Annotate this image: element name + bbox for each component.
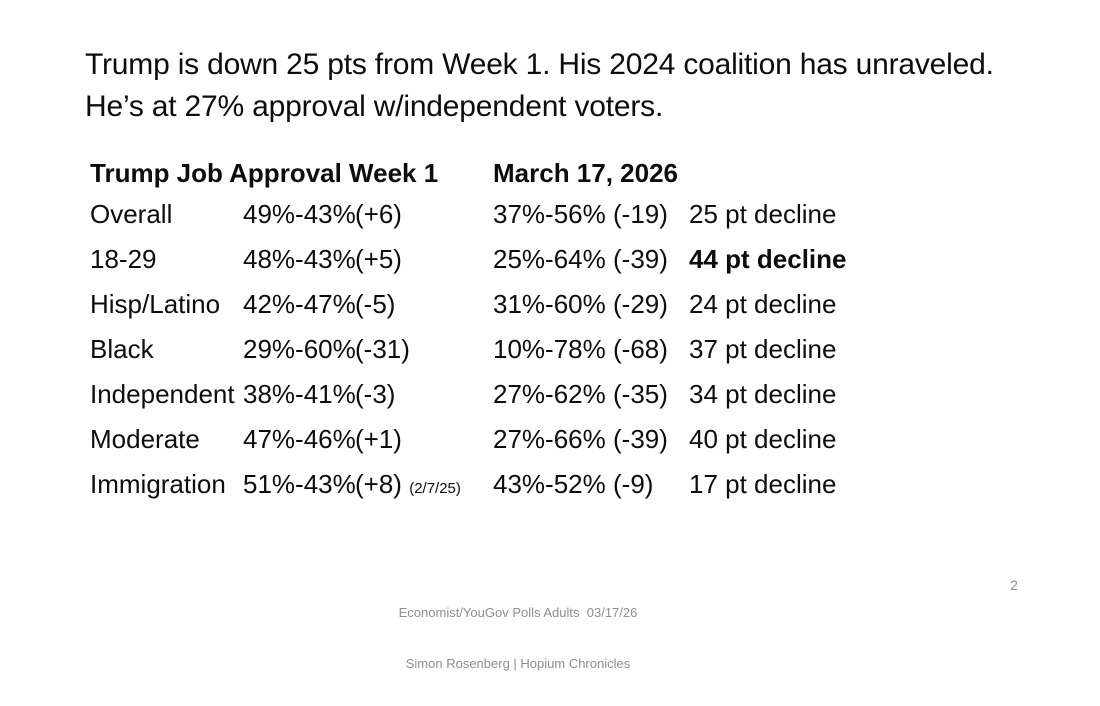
table-body: Overall 49%-43% (+6) 37%-56% (-19) 25 pt… (90, 194, 847, 509)
column-header-week1: Trump Job Approval Week 1 (90, 158, 439, 188)
week1-margin-cell: (+1) (355, 419, 493, 464)
page-number: 2 (1010, 577, 1018, 593)
week1-margin: (-31) (355, 334, 410, 364)
march-value: 37%-56% (493, 199, 606, 229)
march-margin: (-39) (613, 244, 668, 274)
week1-margin: (+6) (355, 199, 402, 229)
row-label: Hisp/Latino (90, 289, 221, 319)
week1-value: 47%-46% (243, 424, 356, 454)
table-row: Moderate 47%-46% (+1) 27%-66% (-39) 40 p… (90, 419, 847, 464)
march-margin: (-29) (613, 289, 668, 319)
week1-margin: (-5) (355, 289, 396, 319)
footer-credit: Economist/YouGov Polls Adults 03/17/26 S… (358, 570, 678, 706)
week1-margin: (+8) (355, 469, 402, 499)
decline-value: 40 pt decline (689, 424, 837, 454)
decline-value: 25 pt decline (689, 199, 837, 229)
table-row: Black 29%-60% (-31) 10%-78% (-68) 37 pt … (90, 329, 847, 374)
march-margin: (-19) (613, 199, 668, 229)
footer-author-line: Simon Rosenberg | Hopium Chronicles (405, 656, 631, 671)
approval-table: Trump Job Approval Week 1 March 17, 2026… (90, 153, 847, 509)
march-margin: (-39) (613, 424, 668, 454)
decline-value: 44 pt decline (689, 244, 847, 274)
row-label: Overall (90, 199, 173, 229)
table-row: Independent 38%-41% (-3) 27%-62% (-35) 3… (90, 374, 847, 419)
march-value: 27%-66% (493, 424, 606, 454)
column-header-march: March 17, 2026 (493, 158, 679, 188)
table-row: Overall 49%-43% (+6) 37%-56% (-19) 25 pt… (90, 194, 847, 239)
week1-margin-cell: (+6) (355, 194, 493, 239)
row-label: Immigration (90, 469, 226, 499)
week1-value: 48%-43% (243, 244, 356, 274)
week1-value: 51%-43% (243, 469, 356, 499)
week1-margin: (+5) (355, 244, 402, 274)
week1-margin-cell: (-5) (355, 284, 493, 329)
week1-date-note: (2/7/25) (409, 480, 461, 497)
march-value: 25%-64% (493, 244, 606, 274)
week1-value: 49%-43% (243, 199, 356, 229)
decline-value: 24 pt decline (689, 289, 837, 319)
week1-value: 42%-47% (243, 289, 356, 319)
footer-source-line: Economist/YouGov Polls Adults 03/17/26 (398, 605, 638, 620)
slide-title: Trump is down 25 pts from Week 1. His 20… (85, 48, 1011, 123)
slide: Trump is down 25 pts from Week 1. His 20… (85, 48, 1018, 671)
march-margin: (-68) (613, 334, 668, 364)
table-row: Hisp/Latino 42%-47% (-5) 31%-60% (-29) 2… (90, 284, 847, 329)
march-value: 31%-60% (493, 289, 606, 319)
row-label: Moderate (90, 424, 200, 454)
week1-margin-cell: (-3) (355, 374, 493, 419)
march-margin: (-9) (613, 469, 654, 499)
decline-value: 37 pt decline (689, 334, 837, 364)
week1-margin: (+1) (355, 424, 402, 454)
decline-value: 17 pt decline (689, 469, 837, 499)
table-row: 18-29 48%-43% (+5) 25%-64% (-39) 44 pt d… (90, 239, 847, 284)
march-margin: (-35) (613, 379, 668, 409)
march-value: 10%-78% (493, 334, 606, 364)
march-value: 27%-62% (493, 379, 606, 409)
week1-margin-cell: (+5) (355, 239, 493, 284)
march-value: 43%-52% (493, 469, 606, 499)
week1-value: 38%-41% (243, 379, 356, 409)
row-label: Black (90, 334, 154, 364)
table-header-row: Trump Job Approval Week 1 March 17, 2026 (90, 153, 847, 194)
week1-margin: (-3) (355, 379, 396, 409)
week1-margin-cell: (+8) (2/7/25) (355, 464, 493, 509)
table-row: Immigration 51%-43% (+8) (2/7/25) 43%-52… (90, 464, 847, 509)
row-label: Independent (90, 379, 235, 409)
row-label: 18-29 (90, 244, 157, 274)
week1-value: 29%-60% (243, 334, 356, 364)
week1-margin-cell: (-31) (355, 329, 493, 374)
decline-value: 34 pt decline (689, 379, 837, 409)
